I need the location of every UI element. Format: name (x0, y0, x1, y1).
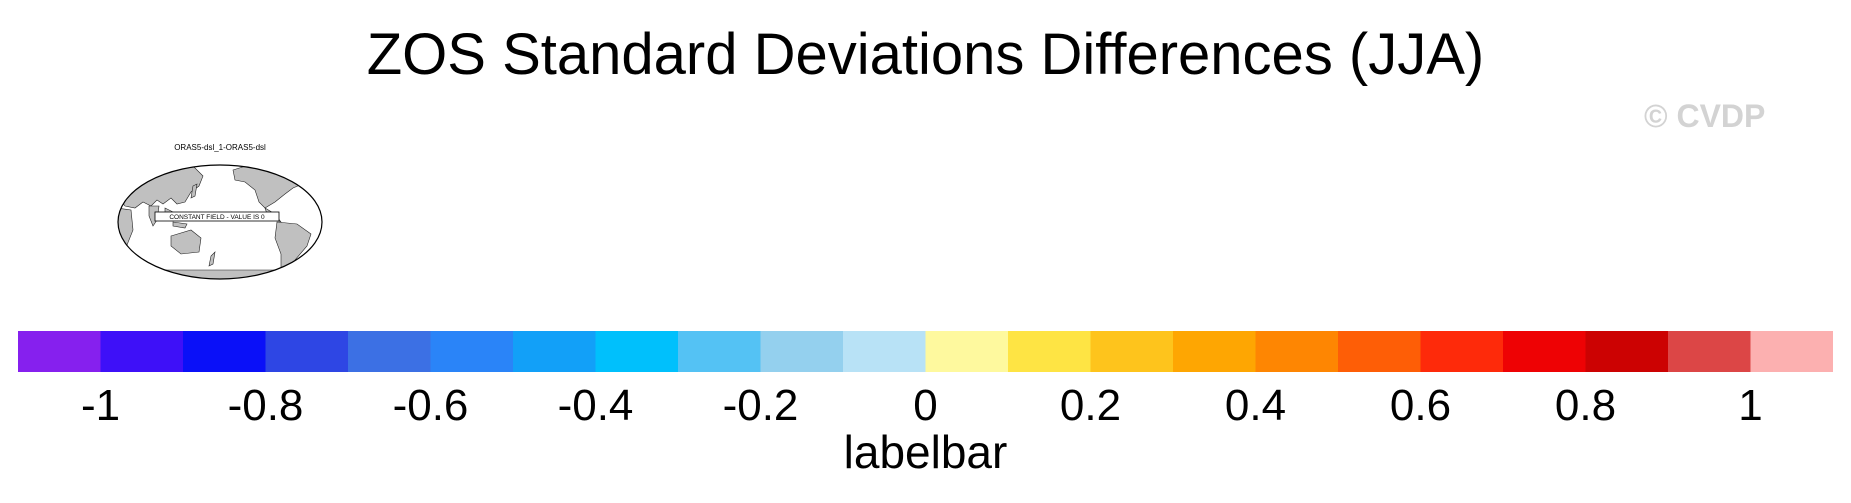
colorbar-box (1090, 331, 1173, 372)
colorbar-tick-label: 0.6 (1390, 381, 1451, 430)
colorbar-box (1008, 331, 1091, 372)
colorbar-tick-label: 0.2 (1060, 381, 1121, 430)
colorbar-box (430, 331, 513, 372)
colorbar-box (595, 331, 678, 372)
constant-field-message: CONSTANT FIELD - VALUE IS 0 (169, 214, 265, 221)
chart-title: ZOS Standard Deviations Differences (JJA… (366, 22, 1485, 87)
colorbar-box (1668, 331, 1751, 372)
colorbar-box (1585, 331, 1668, 372)
colorbar-tick-label: -1 (81, 381, 120, 430)
colorbar-box (843, 331, 926, 372)
colorbar: -1 -0.8 -0.6 -0.4 -0.2 0 0.2 0.4 0.6 0.8 1 (18, 331, 1833, 430)
colorbar-tick-label: 0.4 (1225, 381, 1286, 430)
colorbar-box (1255, 331, 1338, 372)
map-panel: ORAS5-dsl_1-ORAS5-dsl (117, 143, 323, 280)
colorbar-box (265, 331, 348, 372)
colorbar-box (183, 331, 266, 372)
watermark: © CVDP (1644, 98, 1766, 134)
colorbar-box (925, 331, 1008, 372)
colorbar-box (1750, 331, 1833, 372)
colorbar-box (1338, 331, 1421, 372)
colorbar-box (513, 331, 596, 372)
colorbar-label: labelbar (843, 426, 1008, 478)
colorbar-box (1420, 331, 1503, 372)
colorbar-tick-label: -0.4 (558, 381, 634, 430)
panel-title: ORAS5-dsl_1-ORAS5-dsl (174, 143, 266, 152)
colorbar-box (1173, 331, 1256, 372)
colorbar-tick-label: -0.8 (228, 381, 304, 430)
colorbar-tick-label: 0.8 (1555, 381, 1616, 430)
colorbar-box (678, 331, 761, 372)
colorbar-tick-label: 1 (1738, 381, 1762, 430)
colorbar-tick-label: -0.2 (723, 381, 799, 430)
colorbar-box (18, 331, 101, 372)
colorbar-box (100, 331, 183, 372)
colorbar-tick-label: 0 (913, 381, 937, 430)
colorbar-box (348, 331, 431, 372)
colorbar-tick-label: -0.6 (393, 381, 469, 430)
colorbar-box (1503, 331, 1586, 372)
constant-field-box: CONSTANT FIELD - VALUE IS 0 (154, 211, 280, 222)
colorbar-box (760, 331, 843, 372)
